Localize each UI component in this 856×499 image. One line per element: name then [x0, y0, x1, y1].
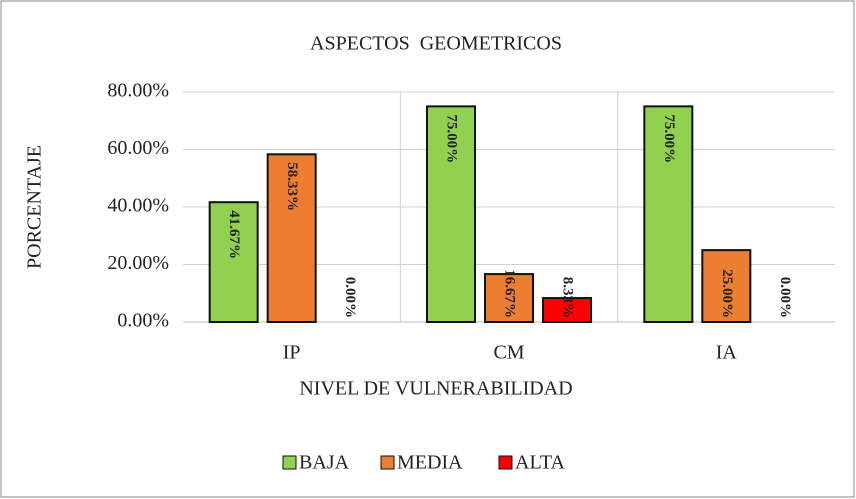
bar	[426, 105, 476, 323]
y-tick-label: 80.00%	[107, 80, 169, 102]
y-tick-label: 20.00%	[107, 252, 169, 274]
legend-swatch	[380, 455, 395, 470]
x-tick-label: IP	[283, 342, 301, 364]
legend-swatch	[282, 455, 297, 470]
bar	[208, 201, 259, 323]
x-tick-label: IA	[716, 342, 738, 364]
x-axis-label: NIVEL DE VULNERABILIDAD	[299, 378, 572, 400]
y-axis-label: PORCENTAJE	[24, 145, 46, 269]
data-label: 75.00%	[661, 114, 677, 163]
bar	[701, 249, 752, 323]
bar	[484, 273, 534, 324]
bar	[542, 297, 592, 323]
y-tick-label: 60.00%	[107, 137, 169, 159]
data-label: 25.00%	[719, 269, 735, 318]
legend-label: BAJA	[299, 452, 350, 474]
data-label: 0.00%	[342, 277, 358, 318]
bar	[643, 105, 694, 323]
data-label: 16.67%	[502, 269, 518, 318]
data-label: 41.67%	[226, 210, 242, 259]
x-tick-label: CM	[493, 342, 524, 364]
data-label: 58.33%	[284, 162, 300, 211]
legend-swatch	[498, 455, 513, 470]
data-label: 75.00%	[444, 114, 460, 163]
bar	[266, 153, 317, 323]
legend-label: ALTA	[515, 452, 565, 474]
legend-label: MEDIA	[397, 452, 463, 474]
data-label: 8.33%	[560, 277, 576, 318]
y-tick-label: 0.00%	[117, 310, 169, 332]
data-label: 0.00%	[777, 277, 793, 318]
chart-title: ASPECTOS GEOMETRICOS	[310, 33, 562, 55]
y-tick-label: 40.00%	[107, 195, 169, 217]
